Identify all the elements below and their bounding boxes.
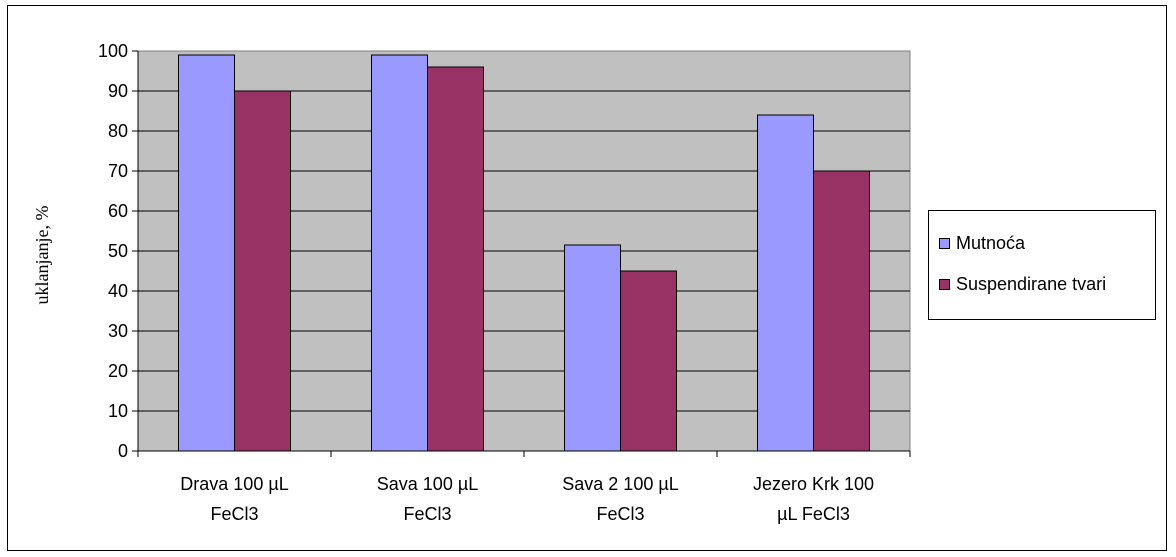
x-category-label: Jezero Krk 100 [753, 474, 874, 494]
x-category-label: Sava 2 100 µL [562, 474, 678, 494]
legend-swatch-suspendirane-tvari [939, 278, 950, 290]
legend-item-mutnoca: Mutnoća [939, 231, 1025, 255]
x-category-label: Drava 100 µL [180, 474, 288, 494]
y-tick-label: 90 [108, 81, 128, 101]
y-tick-label: 40 [108, 281, 128, 301]
bar-mutnoca [564, 244, 621, 452]
legend-label-mutnoca: Mutnoća [956, 232, 1026, 253]
y-tick-label: 70 [108, 161, 128, 181]
y-tick-label: 50 [108, 241, 128, 261]
x-category-label: µL FeCl3 [777, 504, 850, 524]
y-tick-label: 80 [108, 121, 128, 141]
legend-item-suspendirane-tvari: Suspendirane tvari [939, 272, 1106, 296]
legend: Mutnoća Suspendirane tvari [928, 210, 1156, 320]
x-category-label: Sava 100 µL [377, 474, 478, 494]
bar-suspendirane-tvari [620, 270, 677, 452]
y-tick-label: 0 [118, 441, 128, 461]
bar-suspendirane-tvari [813, 170, 870, 452]
plot-area: 0 10 20 30 40 50 60 70 80 90 100 Drava 100 µL FeCl3 S… [98, 41, 911, 524]
y-axis-title: uklanjanje, % [32, 206, 52, 305]
bar-mutnoca [178, 54, 235, 452]
legend-swatch-mutnoca [939, 237, 950, 249]
bar-suspendirane-tvari [427, 66, 484, 452]
bar-mutnoca [371, 54, 428, 452]
bar-mutnoca [757, 114, 814, 452]
bar-suspendirane-tvari [234, 90, 291, 452]
y-tick-label: 30 [108, 321, 128, 341]
y-tick-label: 100 [98, 41, 128, 61]
legend-label-suspendirane-tvari: Suspendirane tvari [956, 273, 1107, 294]
x-category-label: FeCl3 [403, 504, 451, 524]
y-tick-label: 20 [108, 361, 128, 381]
x-category-label: FeCl3 [596, 504, 644, 524]
y-tick-label: 10 [108, 401, 128, 421]
y-tick-label: 60 [108, 201, 128, 221]
x-category-label: FeCl3 [210, 504, 258, 524]
